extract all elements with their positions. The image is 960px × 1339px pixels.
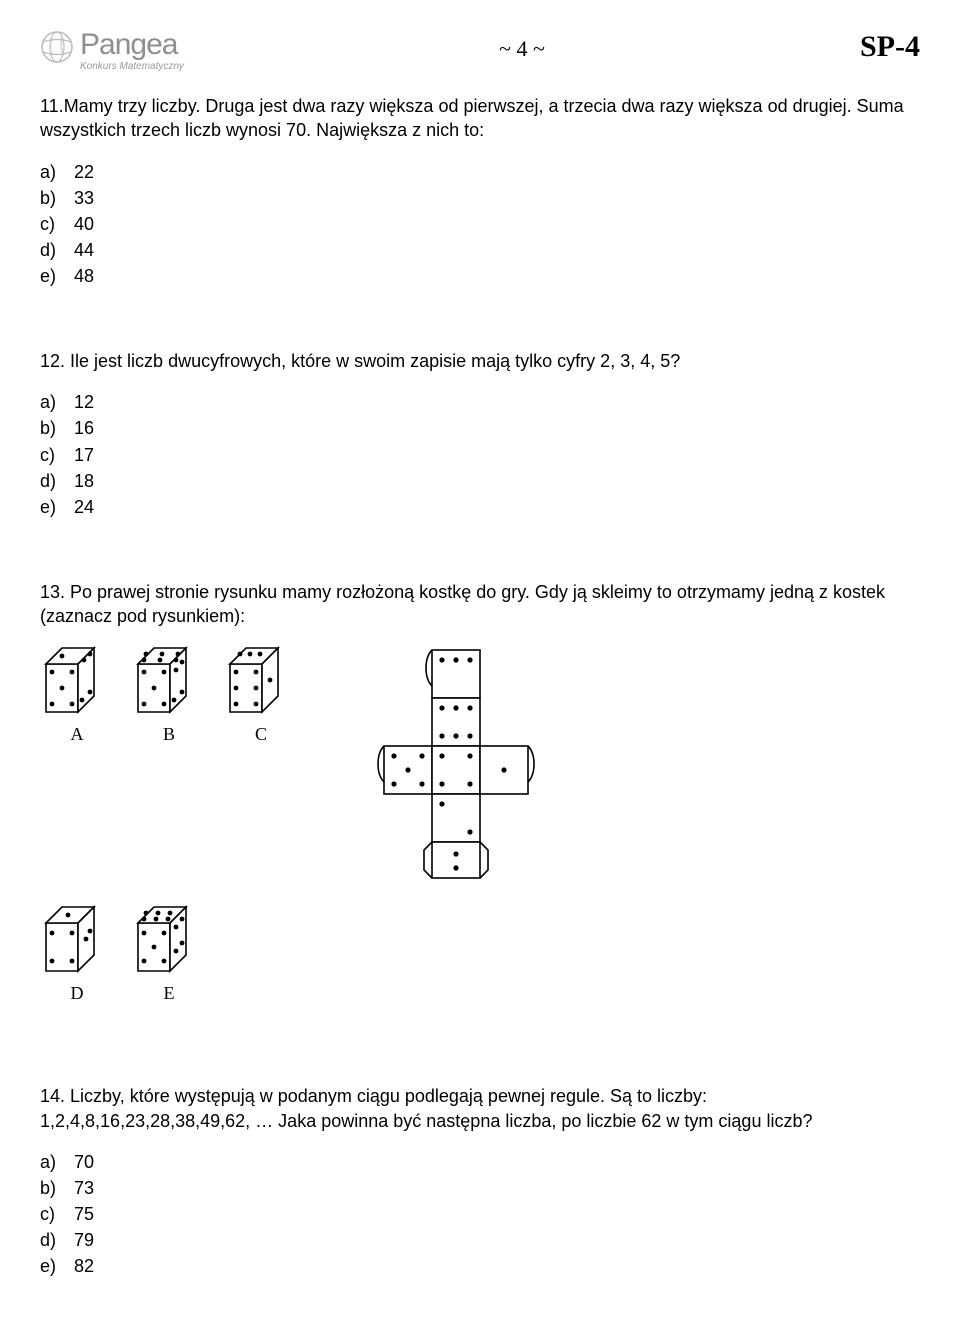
answer-value: 79	[74, 1227, 94, 1253]
question-12-number: 12.	[40, 351, 65, 371]
question-12-answers: a)12 b)16 c)17 d)18 e)24	[40, 389, 920, 519]
question-13-figure: A	[40, 644, 920, 1004]
answer-row: b)16	[40, 415, 920, 441]
question-13: 13. Po prawej stronie rysunku mamy rozło…	[40, 580, 920, 1005]
question-11-text: 11.Mamy trzy liczby. Druga jest dwa razy…	[40, 94, 920, 143]
logo-subtitle: Konkurs Matematyczny	[80, 62, 184, 72]
answer-value: 82	[74, 1253, 94, 1279]
answer-label: a)	[40, 389, 74, 415]
question-11-body: Mamy trzy liczby. Druga jest dwa razy wi…	[40, 96, 904, 140]
dice-d: D	[40, 903, 114, 1004]
answer-label: b)	[40, 415, 74, 441]
logo-text: Pangea Konkurs Matematyczny	[80, 30, 184, 72]
answer-row: d)18	[40, 468, 920, 494]
question-14-answers: a)70 b)73 c)75 d)79 e)82	[40, 1149, 920, 1279]
dice-a: A	[40, 644, 114, 745]
answer-value: 33	[74, 185, 94, 211]
dice-icon	[132, 644, 206, 718]
answer-row: c)75	[40, 1201, 920, 1227]
answer-value: 70	[74, 1149, 94, 1175]
dice-icon	[40, 644, 114, 718]
question-13-body: Po prawej stronie rysunku mamy rozłożoną…	[40, 582, 885, 626]
question-13-number: 13.	[40, 582, 65, 602]
question-13-text: 13. Po prawej stronie rysunku mamy rozło…	[40, 580, 920, 629]
pangea-globe-icon	[40, 30, 74, 64]
logo-word: Pangea	[80, 30, 184, 60]
question-11-answers: a)22 b)33 c)40 d)44 e)48	[40, 159, 920, 289]
answer-row: d)44	[40, 237, 920, 263]
answer-label: e)	[40, 263, 74, 289]
question-11-number: 11.	[40, 96, 64, 116]
answer-row: d)79	[40, 1227, 920, 1253]
answer-row: a)22	[40, 159, 920, 185]
answer-label: a)	[40, 159, 74, 185]
answer-row: e)24	[40, 494, 920, 520]
answer-row: a)70	[40, 1149, 920, 1175]
dice-c: C	[224, 644, 298, 745]
answer-row: c)17	[40, 442, 920, 468]
answer-label: e)	[40, 494, 74, 520]
document-code: SP-4	[860, 30, 920, 64]
answer-label: b)	[40, 185, 74, 211]
question-12: 12. Ile jest liczb dwucyfrowych, które w…	[40, 349, 920, 520]
answer-value: 22	[74, 159, 94, 185]
answer-value: 16	[74, 415, 94, 441]
answer-row: b)33	[40, 185, 920, 211]
logo-block: Pangea Konkurs Matematyczny	[40, 30, 184, 72]
dice-d-label: D	[71, 983, 84, 1004]
answer-row: e)82	[40, 1253, 920, 1279]
answer-label: c)	[40, 211, 74, 237]
question-12-text: 12. Ile jest liczb dwucyfrowych, które w…	[40, 349, 920, 373]
answer-value: 48	[74, 263, 94, 289]
answer-label: d)	[40, 237, 74, 263]
question-14-body: Liczby, które występują w podanym ciągu …	[40, 1086, 812, 1130]
dice-c-label: C	[255, 724, 267, 745]
answer-value: 40	[74, 211, 94, 237]
answer-label: c)	[40, 442, 74, 468]
answer-label: a)	[40, 1149, 74, 1175]
answer-value: 18	[74, 468, 94, 494]
question-14-text: 14. Liczby, które występują w podanym ci…	[40, 1084, 920, 1133]
dice-icon	[40, 903, 114, 977]
dice-icon	[132, 903, 206, 977]
question-14-number: 14.	[40, 1086, 65, 1106]
answer-value: 12	[74, 389, 94, 415]
answer-row: e)48	[40, 263, 920, 289]
answer-value: 17	[74, 442, 94, 468]
page-header: Pangea Konkurs Matematyczny ~ 4 ~ SP-4	[40, 30, 920, 72]
dice-e-label: E	[164, 983, 175, 1004]
answer-label: c)	[40, 1201, 74, 1227]
dice-net	[346, 644, 566, 889]
answer-label: b)	[40, 1175, 74, 1201]
answer-row: c)40	[40, 211, 920, 237]
dice-b: B	[132, 644, 206, 745]
answer-row: a)12	[40, 389, 920, 415]
dice-icon	[224, 644, 298, 718]
dice-b-label: B	[163, 724, 175, 745]
dice-a-label: A	[71, 724, 84, 745]
answer-label: d)	[40, 468, 74, 494]
answer-row: b)73	[40, 1175, 920, 1201]
answer-value: 73	[74, 1175, 94, 1201]
answer-label: d)	[40, 1227, 74, 1253]
answer-value: 44	[74, 237, 94, 263]
dice-net-icon	[346, 644, 566, 884]
answer-label: e)	[40, 1253, 74, 1279]
page-number: ~ 4 ~	[499, 36, 545, 62]
question-12-body: Ile jest liczb dwucyfrowych, które w swo…	[65, 351, 680, 371]
answer-value: 75	[74, 1201, 94, 1227]
answer-value: 24	[74, 494, 94, 520]
dice-e: E	[132, 903, 206, 1004]
question-14: 14. Liczby, które występują w podanym ci…	[40, 1084, 920, 1279]
question-11: 11.Mamy trzy liczby. Druga jest dwa razy…	[40, 94, 920, 289]
